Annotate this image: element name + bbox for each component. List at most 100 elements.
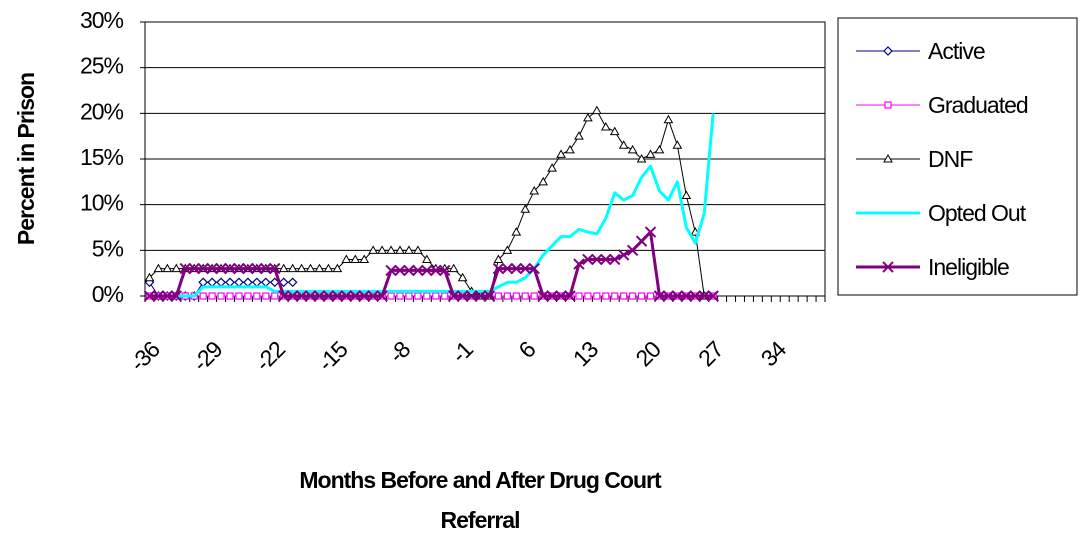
marker xyxy=(602,292,610,300)
marker xyxy=(529,185,540,195)
marker xyxy=(144,272,155,282)
x-axis-title: Referral xyxy=(441,507,520,533)
legend-label: DNF xyxy=(928,146,973,172)
marker xyxy=(152,290,165,302)
y-tick-label: 5% xyxy=(92,235,124,261)
marker xyxy=(207,277,217,288)
x-tick-label: -1 xyxy=(446,336,478,368)
marker xyxy=(295,290,308,302)
marker xyxy=(575,292,583,300)
legend xyxy=(837,17,1078,296)
marker xyxy=(620,292,628,300)
marker xyxy=(609,126,620,136)
marker xyxy=(511,227,522,236)
marker xyxy=(199,292,207,300)
marker xyxy=(414,292,422,300)
marker xyxy=(546,290,558,302)
marker xyxy=(233,262,245,275)
marker xyxy=(396,292,404,300)
marker xyxy=(224,262,236,275)
marker xyxy=(456,290,469,302)
marker xyxy=(530,292,538,300)
marker xyxy=(277,290,290,302)
y-tick-label: 30% xyxy=(80,7,124,33)
marker xyxy=(611,292,619,300)
y-tick-label: 15% xyxy=(80,144,124,170)
marker xyxy=(206,262,218,275)
marker xyxy=(286,290,299,302)
y-tick-label: 0% xyxy=(92,281,124,307)
marker xyxy=(314,263,325,273)
marker xyxy=(521,292,529,300)
marker xyxy=(226,292,234,300)
marker xyxy=(591,105,602,115)
marker xyxy=(198,277,209,288)
marker xyxy=(208,292,216,300)
marker xyxy=(573,258,585,270)
marker xyxy=(510,262,523,275)
marker xyxy=(385,264,397,277)
legend-label: Active xyxy=(928,38,985,64)
marker xyxy=(707,290,719,302)
marker xyxy=(394,264,406,277)
marker xyxy=(358,290,370,302)
marker xyxy=(421,254,432,263)
marker xyxy=(565,144,575,154)
marker xyxy=(421,264,433,277)
y-tick-label: 25% xyxy=(80,53,124,79)
marker xyxy=(234,277,244,288)
legend-label: Graduated xyxy=(928,92,1028,118)
marker xyxy=(215,262,227,275)
marker xyxy=(538,176,549,186)
x-tick-label: 34 xyxy=(756,336,792,372)
marker xyxy=(457,272,468,282)
marker xyxy=(197,262,209,275)
marker xyxy=(465,290,478,302)
marker xyxy=(171,263,182,273)
x-tick-label: 20 xyxy=(630,336,665,371)
marker xyxy=(235,292,243,300)
x-tick-label: 6 xyxy=(513,336,540,363)
marker xyxy=(883,153,893,163)
marker xyxy=(262,292,270,300)
marker xyxy=(882,261,894,273)
marker xyxy=(217,292,225,300)
marker xyxy=(341,254,352,263)
marker xyxy=(287,277,298,288)
marker xyxy=(412,264,424,277)
marker xyxy=(629,292,637,300)
marker xyxy=(278,263,289,273)
marker xyxy=(432,292,440,300)
marker xyxy=(884,101,892,109)
marker xyxy=(216,277,226,288)
marker xyxy=(413,245,423,254)
marker xyxy=(243,277,253,288)
marker xyxy=(672,140,683,149)
marker xyxy=(405,292,413,300)
marker xyxy=(646,292,655,300)
marker xyxy=(474,290,487,302)
x-tick-label: -29 xyxy=(187,336,227,376)
marker xyxy=(654,144,665,154)
marker xyxy=(386,245,396,254)
marker xyxy=(439,264,451,277)
series-line xyxy=(149,113,715,298)
y-tick-label: 20% xyxy=(80,98,124,124)
legend-label: Ineligible xyxy=(928,254,1009,280)
marker xyxy=(287,263,298,273)
marker xyxy=(582,253,594,266)
marker xyxy=(645,149,656,158)
marker xyxy=(883,46,893,56)
marker xyxy=(161,290,174,302)
marker xyxy=(313,290,326,302)
marker xyxy=(368,245,379,254)
marker xyxy=(483,290,496,302)
marker xyxy=(242,262,254,275)
marker xyxy=(305,263,316,273)
marker xyxy=(251,277,262,288)
marker xyxy=(331,290,344,302)
marker xyxy=(662,290,675,302)
x-tick-label: -36 xyxy=(125,336,165,376)
marker xyxy=(376,290,388,302)
x-axis-title: Months Before and After Drug Court xyxy=(299,467,662,493)
